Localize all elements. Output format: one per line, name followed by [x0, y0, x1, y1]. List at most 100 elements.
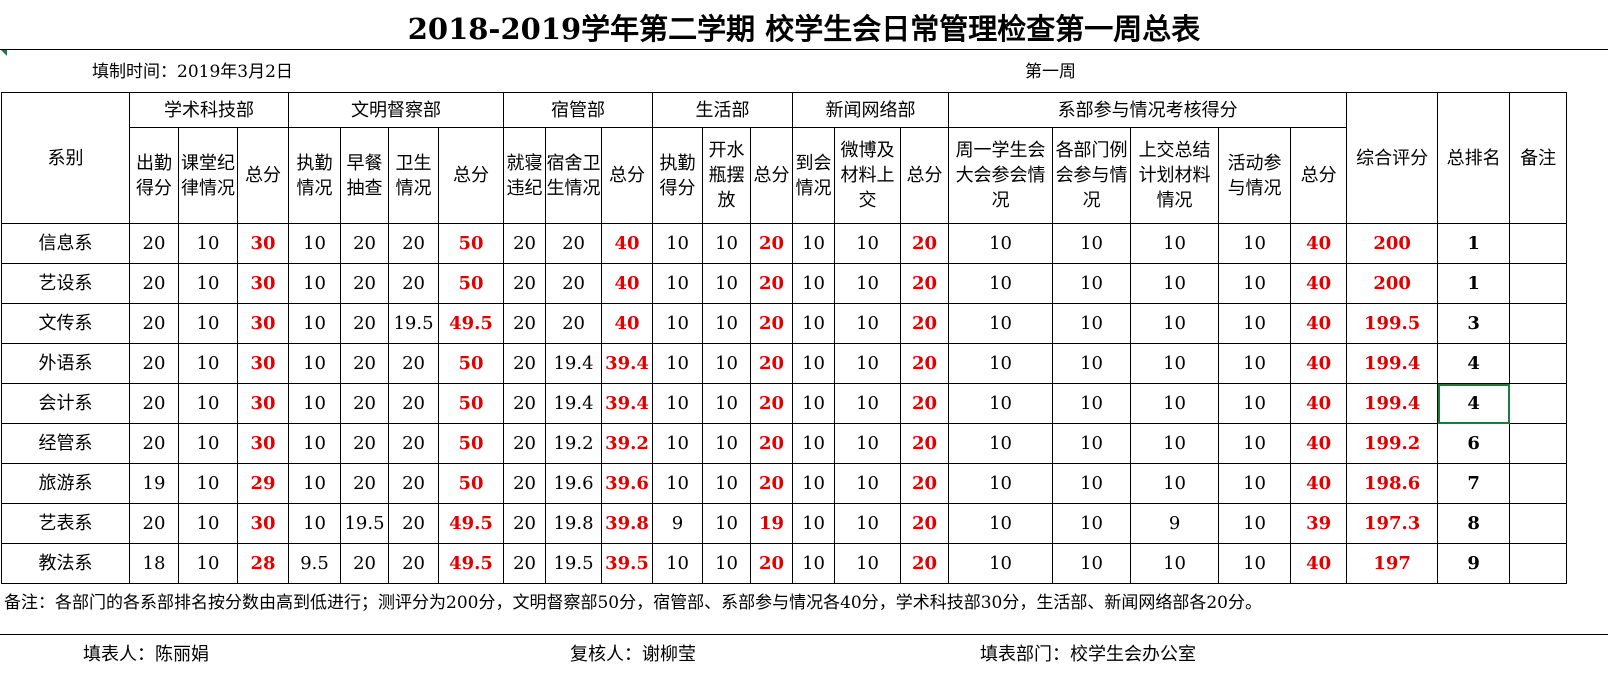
score-cell[interactable]: 10 — [178, 543, 238, 584]
score-cell[interactable]: 10 — [178, 343, 238, 384]
dept-cell[interactable]: 经管系 — [1, 423, 130, 464]
score-cell[interactable]: 20 — [340, 543, 390, 584]
rank-cell[interactable]: 6 — [1437, 423, 1511, 464]
composite-cell[interactable]: 197 — [1346, 543, 1439, 584]
subheader-participation-1[interactable]: 各部门例会参与情况 — [1052, 127, 1132, 224]
score-cell[interactable]: 19 — [129, 463, 179, 504]
subheader-dorm-0[interactable]: 就寝违纪 — [503, 127, 547, 224]
score-cell[interactable]: 10 — [1052, 543, 1132, 584]
score-cell[interactable]: 20 — [545, 263, 603, 304]
score-cell[interactable]: 10 — [1218, 223, 1292, 264]
score-cell[interactable]: 20 — [129, 383, 179, 424]
score-cell[interactable]: 19.8 — [545, 503, 603, 544]
score-cell[interactable]: 10 — [288, 343, 342, 384]
total-cell[interactable]: 20 — [750, 223, 794, 264]
score-cell[interactable]: 10 — [652, 343, 704, 384]
total-cell[interactable]: 20 — [750, 343, 794, 384]
total-cell[interactable]: 49.5 — [438, 303, 505, 344]
total-cell[interactable]: 30 — [236, 223, 290, 264]
score-cell[interactable]: 19.5 — [340, 503, 390, 544]
score-cell[interactable]: 20 — [129, 343, 179, 384]
total-cell[interactable]: 40 — [1290, 383, 1348, 424]
header-academic[interactable]: 学术科技部 — [128, 92, 290, 128]
total-cell[interactable]: 20 — [900, 303, 950, 344]
total-cell[interactable]: 29 — [236, 463, 290, 504]
rank-cell[interactable]: 1 — [1437, 223, 1511, 264]
composite-cell[interactable]: 199.2 — [1346, 423, 1439, 464]
score-cell[interactable]: 20 — [503, 423, 547, 464]
remark-cell[interactable] — [1509, 223, 1568, 264]
total-cell[interactable]: 50 — [438, 263, 505, 304]
total-cell[interactable]: 20 — [900, 263, 950, 304]
score-cell[interactable]: 20 — [388, 543, 440, 584]
total-cell[interactable]: 20 — [900, 503, 950, 544]
rank-cell[interactable]: 4 — [1437, 383, 1511, 424]
score-cell[interactable]: 10 — [1218, 503, 1292, 544]
total-cell[interactable]: 40 — [601, 263, 654, 304]
score-cell[interactable]: 10 — [948, 223, 1054, 264]
score-cell[interactable]: 10 — [702, 263, 752, 304]
score-cell[interactable]: 10 — [1130, 223, 1220, 264]
score-cell[interactable]: 10 — [288, 263, 342, 304]
total-cell[interactable]: 30 — [236, 263, 290, 304]
score-cell[interactable]: 10 — [1052, 343, 1132, 384]
score-cell[interactable]: 19.2 — [545, 423, 603, 464]
subheader-news-2[interactable]: 总分 — [900, 127, 950, 224]
subheader-participation-0[interactable]: 周一学生会大会参会情况 — [948, 127, 1054, 224]
total-cell[interactable]: 28 — [236, 543, 290, 584]
score-cell[interactable]: 20 — [545, 223, 603, 264]
header-civil[interactable]: 文明督察部 — [288, 92, 505, 128]
score-cell[interactable]: 10 — [652, 263, 704, 304]
total-cell[interactable]: 30 — [236, 503, 290, 544]
total-cell[interactable]: 30 — [236, 383, 290, 424]
subheader-civil-1[interactable]: 早餐抽查 — [340, 127, 390, 224]
dept-cell[interactable]: 会计系 — [1, 383, 130, 424]
score-cell[interactable]: 10 — [702, 383, 752, 424]
score-cell[interactable]: 20 — [388, 463, 440, 504]
score-cell[interactable]: 10 — [652, 303, 704, 344]
score-cell[interactable]: 10 — [834, 343, 902, 384]
total-cell[interactable]: 20 — [900, 463, 950, 504]
score-cell[interactable]: 20 — [340, 303, 390, 344]
total-cell[interactable]: 39.2 — [601, 423, 654, 464]
score-cell[interactable]: 10 — [792, 303, 836, 344]
score-cell[interactable]: 18 — [129, 543, 179, 584]
total-cell[interactable]: 20 — [750, 463, 794, 504]
score-cell[interactable]: 10 — [652, 423, 704, 464]
score-cell[interactable]: 10 — [178, 303, 238, 344]
score-cell[interactable]: 10 — [1218, 303, 1292, 344]
score-cell[interactable]: 20 — [129, 503, 179, 544]
score-cell[interactable]: 10 — [792, 263, 836, 304]
header-dorm[interactable]: 宿管部 — [503, 92, 654, 128]
score-cell[interactable]: 10 — [1052, 263, 1132, 304]
total-cell[interactable]: 50 — [438, 423, 505, 464]
header-dept[interactable]: 系别 — [1, 92, 130, 224]
score-cell[interactable]: 20 — [388, 383, 440, 424]
total-cell[interactable]: 20 — [750, 543, 794, 584]
subheader-news-0[interactable]: 到会情况 — [792, 127, 836, 224]
score-cell[interactable]: 10 — [834, 463, 902, 504]
score-cell[interactable]: 10 — [1130, 423, 1220, 464]
remark-cell[interactable] — [1509, 423, 1568, 464]
dept-cell[interactable]: 艺设系 — [1, 263, 130, 304]
subheader-life-0[interactable]: 执勤得分 — [652, 127, 704, 224]
total-cell[interactable]: 39.4 — [601, 343, 654, 384]
score-cell[interactable]: 20 — [340, 263, 390, 304]
score-cell[interactable]: 10 — [178, 463, 238, 504]
score-cell[interactable]: 10 — [792, 423, 836, 464]
header-remark[interactable]: 备注 — [1509, 92, 1568, 224]
score-cell[interactable]: 10 — [1218, 383, 1292, 424]
score-cell[interactable]: 10 — [792, 463, 836, 504]
score-cell[interactable]: 20 — [503, 543, 547, 584]
dept-cell[interactable]: 外语系 — [1, 343, 130, 384]
score-cell[interactable]: 10 — [702, 223, 752, 264]
score-cell[interactable]: 10 — [288, 303, 342, 344]
score-cell[interactable]: 20 — [503, 303, 547, 344]
score-cell[interactable]: 19.6 — [545, 463, 603, 504]
composite-cell[interactable]: 197.3 — [1346, 503, 1439, 544]
score-cell[interactable]: 10 — [834, 543, 902, 584]
score-cell[interactable]: 20 — [503, 343, 547, 384]
dept-cell[interactable]: 文传系 — [1, 303, 130, 344]
score-cell[interactable]: 19.5 — [388, 303, 440, 344]
score-cell[interactable]: 20 — [388, 223, 440, 264]
